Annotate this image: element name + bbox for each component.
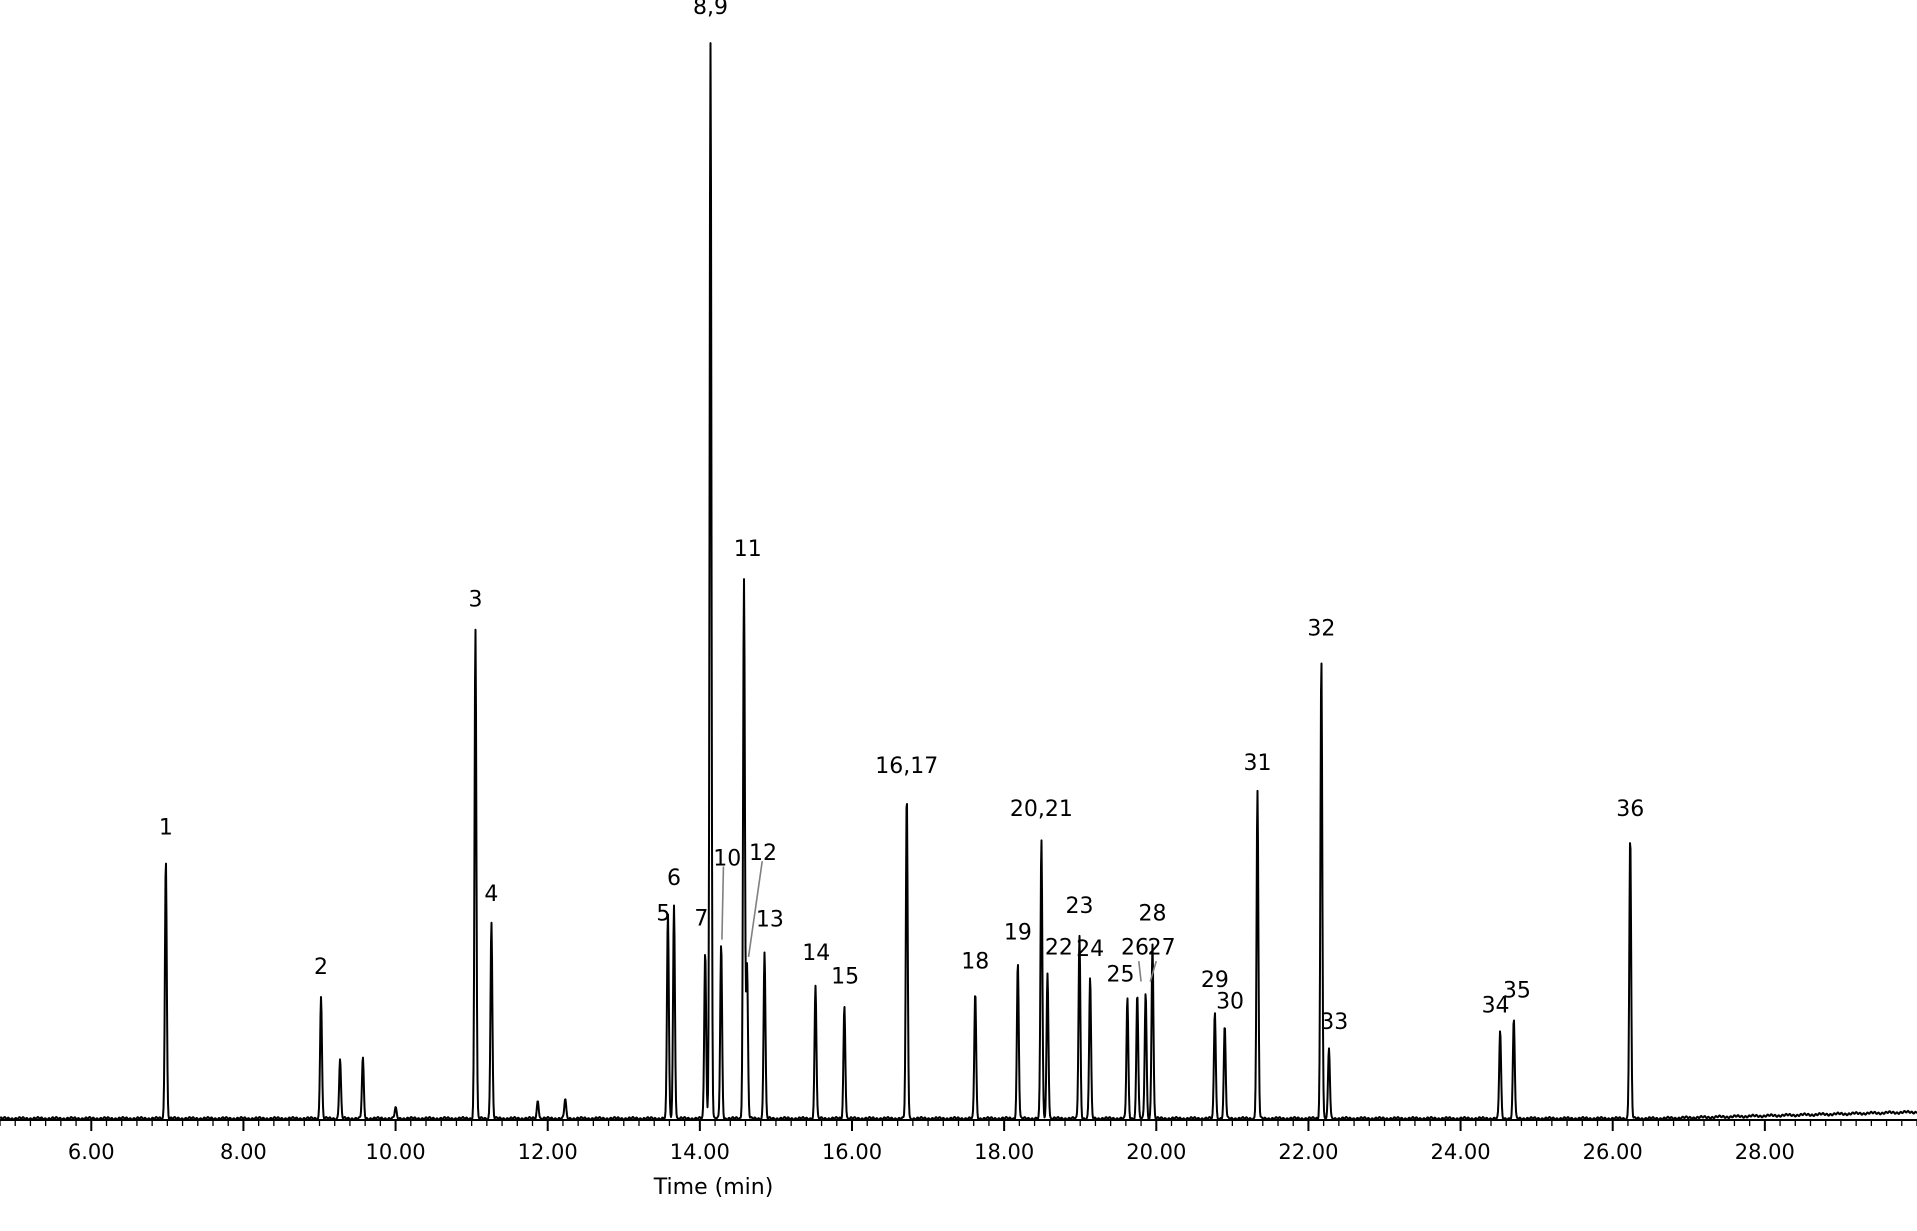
peak-label: 34 (1482, 994, 1510, 1019)
peak-labels: 12345678,910111213141516,17181920,212223… (159, 0, 1644, 1035)
peak-label: 30 (1216, 989, 1244, 1014)
x-tick-label: 22.00 (1278, 1140, 1338, 1164)
peak-callout-line (1137, 961, 1142, 982)
x-tick-label: 10.00 (366, 1140, 426, 1164)
peak-label: 35 (1503, 979, 1531, 1004)
x-tick-label: 24.00 (1431, 1140, 1491, 1164)
peak-label: 32 (1307, 616, 1335, 641)
x-tick-label: 16.00 (822, 1140, 882, 1164)
x-tick-label: 18.00 (974, 1140, 1034, 1164)
peak-label: 6 (667, 866, 681, 891)
peak-label: 1 (159, 815, 173, 840)
peak-label: 16,17 (875, 754, 938, 779)
peak-label: 27 (1148, 936, 1176, 961)
peak-label: 8,9 (693, 0, 728, 20)
x-tick-label: 8.00 (220, 1140, 267, 1164)
peak-callout-line (721, 866, 725, 940)
peak-label: 25 (1107, 963, 1135, 988)
peak-label: 14 (802, 941, 830, 966)
peak-label: 20,21 (1010, 797, 1073, 822)
peak-label: 29 (1201, 968, 1229, 993)
peak-callout-line (1149, 960, 1158, 982)
peak-label: 18 (961, 950, 989, 975)
peak-label: 31 (1243, 751, 1271, 776)
x-tick-label: 26.00 (1583, 1140, 1643, 1164)
x-axis-tick-labels: 6.00 8.00 10.00 12.00 14.00 16.00 18.00 20.00 22… (68, 1140, 1795, 1164)
peak-label: 24 (1076, 937, 1104, 962)
peak-label: 10 (713, 846, 741, 871)
peak-label: 11 (734, 537, 762, 562)
x-tick-label: 20.00 (1126, 1140, 1186, 1164)
peak-label: 5 (656, 901, 670, 926)
x-tick-label: 14.00 (670, 1140, 730, 1164)
x-tick-label: 6.00 (68, 1140, 115, 1164)
x-axis-minor-ticks (0, 1120, 1917, 1126)
peak-callout-lines (721, 861, 1158, 982)
x-axis-major-ticks (90, 1120, 1766, 1131)
peak-label: 22 (1045, 936, 1073, 961)
x-axis-title: Time (min) (653, 1175, 774, 1200)
peak-callout-line (747, 861, 764, 957)
peak-label: 13 (756, 908, 784, 933)
peak-label: 12 (749, 841, 777, 866)
peak-label: 28 (1138, 901, 1166, 926)
peak-label: 15 (831, 965, 859, 990)
peak-label: 33 (1320, 1010, 1348, 1035)
chromatogram-trace (0, 42, 1917, 1121)
peak-label: 7 (694, 907, 708, 932)
x-tick-label: 12.00 (518, 1140, 578, 1164)
peak-label: 19 (1004, 921, 1032, 946)
peak-label: 4 (484, 882, 498, 907)
peak-label: 36 (1616, 797, 1644, 822)
peak-label: 26 (1121, 936, 1149, 961)
x-tick-label: 28.00 (1735, 1140, 1795, 1164)
peak-label: 2 (314, 955, 328, 980)
peak-label: 3 (468, 587, 482, 612)
peak-label: 23 (1065, 894, 1093, 919)
